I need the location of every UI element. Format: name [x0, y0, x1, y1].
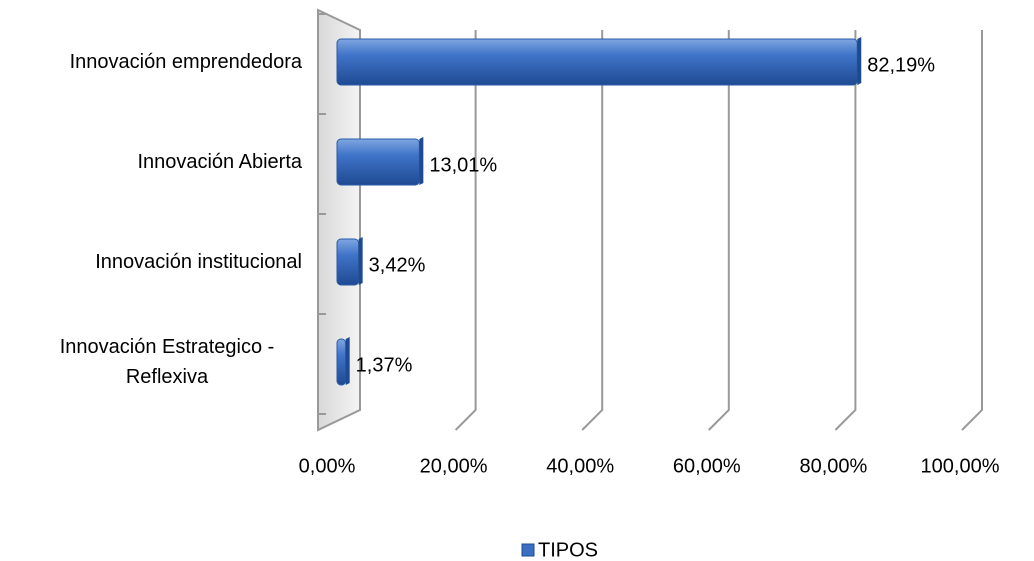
bar	[336, 138, 420, 186]
bar-cap	[358, 237, 363, 285]
grid-line	[454, 30, 477, 431]
data-label: 1,37%	[356, 354, 413, 376]
grid-line	[708, 30, 730, 431]
data-label: 13,01%	[429, 154, 497, 176]
legend-swatch	[521, 543, 535, 557]
bar	[336, 38, 858, 86]
legend-label: TIPOS	[538, 539, 598, 561]
x-tick-label: 80,00%	[799, 455, 867, 477]
category-text: Innovación institucional	[95, 251, 302, 273]
x-tick-label: 60,00%	[673, 455, 741, 477]
x-tick-label: 40,00%	[546, 455, 614, 477]
category-label: Innovación Estrategico - Reflexiva	[10, 322, 302, 402]
grid-line	[834, 30, 857, 431]
category-text: Innovación emprendedora	[69, 51, 302, 73]
grid-line	[961, 30, 983, 431]
x-tick-label: 20,00%	[420, 455, 488, 477]
side-wall	[317, 8, 361, 432]
data-label: 3,42%	[369, 254, 426, 276]
bar-cap	[419, 137, 424, 185]
x-tick-label: 0,00%	[299, 455, 356, 477]
bar-cap	[857, 37, 862, 85]
x-tick-label: 100,00%	[921, 455, 1000, 477]
category-text: Innovación Estrategico - Reflexiva	[59, 336, 275, 388]
category-label: Innovación emprendedora	[10, 22, 302, 102]
grid-line	[581, 30, 604, 431]
data-label: 82,19%	[867, 54, 935, 76]
bar	[336, 338, 347, 386]
category-label: Innovación Abierta	[10, 122, 302, 202]
category-label: Innovación institucional	[10, 222, 302, 302]
bar-cap	[345, 337, 350, 385]
bar	[336, 238, 360, 286]
category-text: Innovación Abierta	[137, 151, 302, 173]
